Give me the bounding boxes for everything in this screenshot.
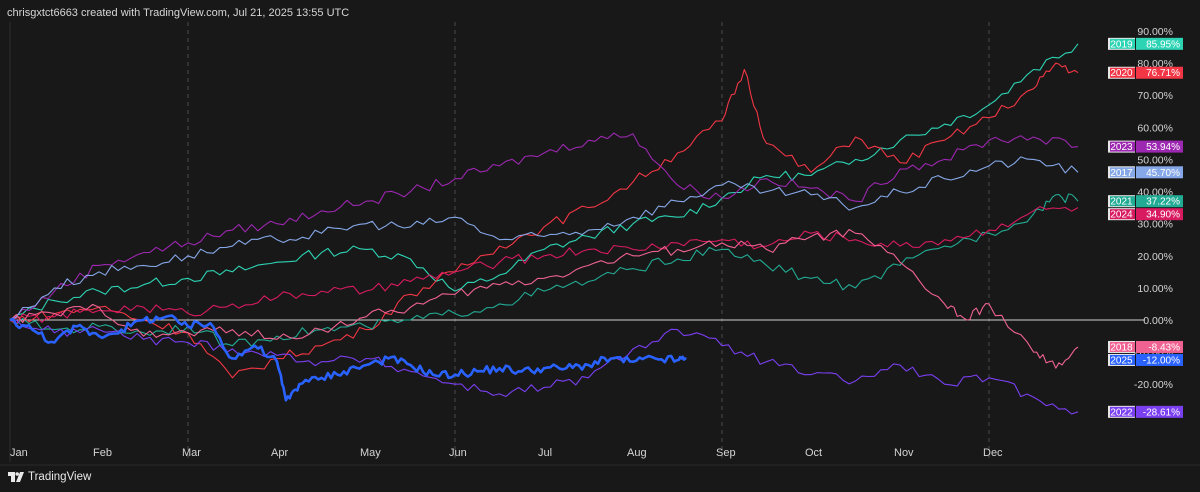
badge-value-bg bbox=[1136, 140, 1183, 153]
badge-value-label: -28.61% bbox=[1143, 407, 1180, 418]
y-tick-label: 30.00% bbox=[1137, 219, 1173, 231]
series-line-2019 bbox=[9, 43, 1079, 321]
badge-year-fill bbox=[1110, 209, 1135, 220]
series-badge-2022: 2022 -28.61% bbox=[1108, 405, 1183, 418]
badge-year-fill bbox=[1110, 67, 1135, 78]
badge-year-label: 2023 bbox=[1110, 142, 1133, 153]
series-badge-2020: 2020 76.71% bbox=[1108, 66, 1183, 79]
badge-value-label: 37.22% bbox=[1146, 197, 1180, 208]
series-line-2022 bbox=[9, 319, 1079, 415]
badge-year-fill bbox=[1110, 167, 1135, 178]
series-line-2018 bbox=[9, 228, 1079, 369]
x-tick-label: Dec bbox=[983, 447, 1003, 459]
series-badge-2017: 2017 45.70% bbox=[1108, 166, 1183, 179]
badge-year-fill bbox=[1110, 141, 1135, 152]
badge-year-label: 2019 bbox=[1110, 39, 1133, 50]
series-line-2023 bbox=[9, 132, 1079, 321]
series-badge-2025: 2025 -12.00% bbox=[1108, 353, 1183, 366]
y-tick-label: -20.00% bbox=[1134, 379, 1173, 391]
badge-year-label: 2024 bbox=[1110, 210, 1133, 221]
badge-value-label: -12.00% bbox=[1143, 355, 1180, 366]
badge-value-bg bbox=[1136, 208, 1183, 221]
y-tick-label: 0.00% bbox=[1143, 315, 1173, 327]
badge-value-label: 45.70% bbox=[1146, 168, 1180, 179]
badge-year-fill bbox=[1110, 38, 1135, 49]
y-tick-label: 60.00% bbox=[1137, 122, 1173, 134]
badge-year-fill bbox=[1110, 341, 1135, 352]
badge-value-bg bbox=[1136, 66, 1183, 79]
series-line-2020 bbox=[9, 62, 1079, 379]
series-line-2017 bbox=[9, 156, 1079, 321]
x-tick-label: May bbox=[360, 447, 381, 459]
series-badge-2024: 2024 34.90% bbox=[1108, 208, 1183, 221]
badge-year-label: 2017 bbox=[1110, 168, 1133, 179]
badge-value-label: 34.90% bbox=[1146, 210, 1180, 221]
x-tick-label: Nov bbox=[894, 447, 914, 459]
badge-value-label: -8.43% bbox=[1148, 342, 1180, 353]
x-tick-label: Feb bbox=[93, 447, 112, 459]
y-tick-label: 50.00% bbox=[1137, 154, 1173, 166]
badge-value-bg bbox=[1136, 195, 1183, 208]
y-tick-label: 90.00% bbox=[1137, 26, 1173, 38]
badge-year-fill bbox=[1110, 196, 1135, 207]
badge-value-bg bbox=[1136, 166, 1183, 179]
badge-year-label: 2020 bbox=[1110, 68, 1133, 79]
series-badge-2023: 2023 53.94% bbox=[1108, 140, 1183, 153]
badge-year-label: 2022 bbox=[1110, 407, 1133, 418]
badge-value-label: 76.71% bbox=[1146, 68, 1180, 79]
x-tick-label: Oct bbox=[805, 447, 822, 459]
tradingview-logo-icon bbox=[8, 472, 24, 482]
series-line-2021 bbox=[9, 193, 1079, 347]
tradingview-brand: TradingView bbox=[28, 471, 92, 483]
chart-caption: chrisgxtct6663 created with TradingView.… bbox=[7, 7, 350, 19]
x-tick-label: Apr bbox=[271, 447, 288, 459]
series-line-2025 bbox=[9, 314, 687, 402]
series-badge-2021: 2021 37.22% bbox=[1108, 195, 1183, 208]
badge-year-label: 2025 bbox=[1110, 355, 1133, 366]
badge-value-bg bbox=[1136, 405, 1183, 418]
series-badge-2019: 2019 85.95% bbox=[1108, 37, 1183, 50]
x-tick-label: Aug bbox=[627, 447, 647, 459]
y-tick-label: 10.00% bbox=[1137, 283, 1173, 295]
badge-year-label: 2021 bbox=[1110, 197, 1133, 208]
badge-value-bg bbox=[1136, 37, 1183, 50]
x-tick-label: Jul bbox=[538, 447, 552, 459]
series-line-2024 bbox=[9, 206, 1079, 325]
badge-year-fill bbox=[1110, 406, 1135, 417]
badge-value-bg bbox=[1136, 353, 1183, 366]
badge-value-bg bbox=[1136, 340, 1183, 353]
badge-value-label: 85.95% bbox=[1146, 39, 1180, 50]
x-tick-label: Mar bbox=[182, 447, 201, 459]
badge-year-fill bbox=[1110, 354, 1135, 365]
x-tick-label: Jan bbox=[10, 447, 28, 459]
series-badge-2018: 2018 -8.43% bbox=[1108, 340, 1183, 353]
badge-year-label: 2018 bbox=[1110, 342, 1133, 353]
x-tick-label: Sep bbox=[716, 447, 736, 459]
y-tick-label: 70.00% bbox=[1137, 90, 1173, 102]
badge-value-label: 53.94% bbox=[1146, 142, 1180, 153]
y-tick-label: 20.00% bbox=[1137, 251, 1173, 263]
tradingview-footer[interactable]: TradingView bbox=[8, 468, 91, 486]
x-tick-label: Jun bbox=[449, 447, 467, 459]
